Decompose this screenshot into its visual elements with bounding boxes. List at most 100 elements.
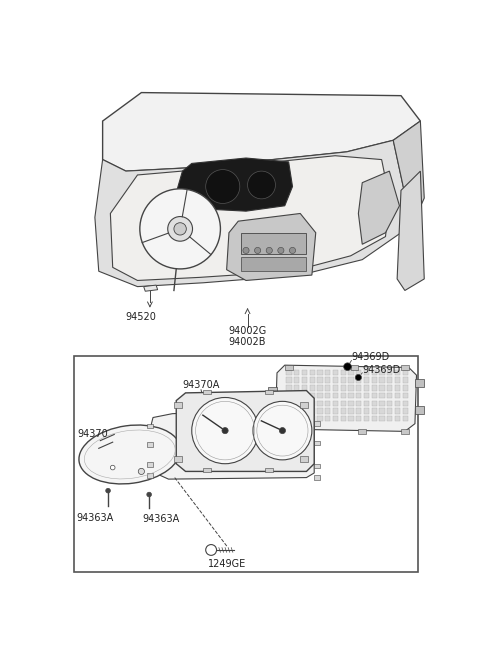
Text: 94369D: 94369D [362, 365, 400, 375]
Bar [310, 416, 315, 421]
Circle shape [138, 468, 144, 474]
Bar [379, 393, 385, 398]
Bar [286, 416, 292, 421]
Polygon shape [176, 390, 314, 472]
Ellipse shape [79, 425, 180, 484]
Bar [379, 401, 385, 406]
Bar [310, 401, 315, 406]
Bar [364, 370, 369, 375]
Bar [403, 416, 408, 421]
Text: 1249GE: 1249GE [207, 559, 246, 569]
Bar [286, 408, 292, 414]
Bar [310, 393, 315, 398]
Bar [325, 401, 330, 406]
Bar [387, 416, 393, 421]
Bar [403, 377, 408, 383]
Polygon shape [276, 365, 417, 432]
Bar [340, 370, 346, 375]
Bar [356, 370, 361, 375]
Bar [356, 408, 361, 414]
Bar [372, 377, 377, 383]
Bar [240, 257, 306, 271]
Bar [356, 377, 361, 383]
Bar [403, 408, 408, 414]
Bar [325, 408, 330, 414]
Bar [317, 408, 323, 414]
Bar [333, 393, 338, 398]
Bar [310, 408, 315, 414]
Bar [147, 424, 153, 428]
Circle shape [147, 492, 152, 497]
Bar [310, 370, 315, 375]
Bar [325, 377, 330, 383]
Text: 94370: 94370 [77, 430, 108, 440]
Bar [372, 370, 377, 375]
Bar [302, 408, 307, 414]
Circle shape [206, 544, 216, 556]
Polygon shape [110, 155, 389, 281]
Polygon shape [95, 140, 405, 287]
Circle shape [253, 401, 312, 460]
Bar [325, 416, 330, 421]
Bar [395, 393, 400, 398]
Circle shape [254, 247, 261, 253]
Circle shape [279, 428, 286, 434]
Bar [294, 416, 300, 421]
Bar [340, 377, 346, 383]
Bar [348, 401, 354, 406]
Text: 94520: 94520 [125, 312, 156, 322]
Bar [294, 385, 300, 390]
Bar [314, 441, 321, 445]
Circle shape [168, 216, 192, 241]
Bar [379, 377, 385, 383]
Bar [387, 377, 393, 383]
Bar [317, 401, 323, 406]
Bar [317, 377, 323, 383]
Bar [356, 401, 361, 406]
Text: 94002B: 94002B [229, 337, 266, 347]
Bar [286, 370, 292, 375]
Bar [314, 421, 321, 426]
Bar [415, 406, 424, 414]
Bar [348, 408, 354, 414]
Bar [204, 390, 211, 394]
Bar [302, 401, 307, 406]
Bar [348, 385, 354, 390]
Bar [356, 385, 361, 390]
Circle shape [106, 488, 110, 493]
Bar [302, 385, 307, 390]
Circle shape [140, 189, 220, 269]
Bar [314, 464, 321, 468]
Circle shape [110, 465, 115, 470]
Bar [317, 385, 323, 390]
Circle shape [355, 375, 361, 380]
Bar [401, 365, 409, 370]
Bar [333, 408, 338, 414]
Bar [395, 370, 400, 375]
Bar [302, 416, 307, 421]
Bar [333, 401, 338, 406]
Bar [265, 390, 273, 394]
Bar [286, 385, 292, 390]
Circle shape [248, 171, 276, 199]
Text: 94363A: 94363A [76, 512, 113, 523]
Bar [147, 442, 153, 447]
Bar [364, 385, 369, 390]
Bar [286, 377, 292, 383]
Bar [387, 370, 393, 375]
Bar [286, 401, 292, 406]
Bar [403, 401, 408, 406]
Bar [294, 401, 300, 406]
Bar [364, 393, 369, 398]
Bar [387, 401, 393, 406]
Polygon shape [393, 121, 424, 233]
Circle shape [344, 363, 351, 371]
Bar [401, 429, 409, 434]
Bar [294, 408, 300, 414]
Bar [174, 402, 181, 408]
Bar [348, 393, 354, 398]
Bar [379, 385, 385, 390]
Polygon shape [227, 213, 316, 281]
Bar [387, 408, 393, 414]
Circle shape [222, 428, 228, 434]
